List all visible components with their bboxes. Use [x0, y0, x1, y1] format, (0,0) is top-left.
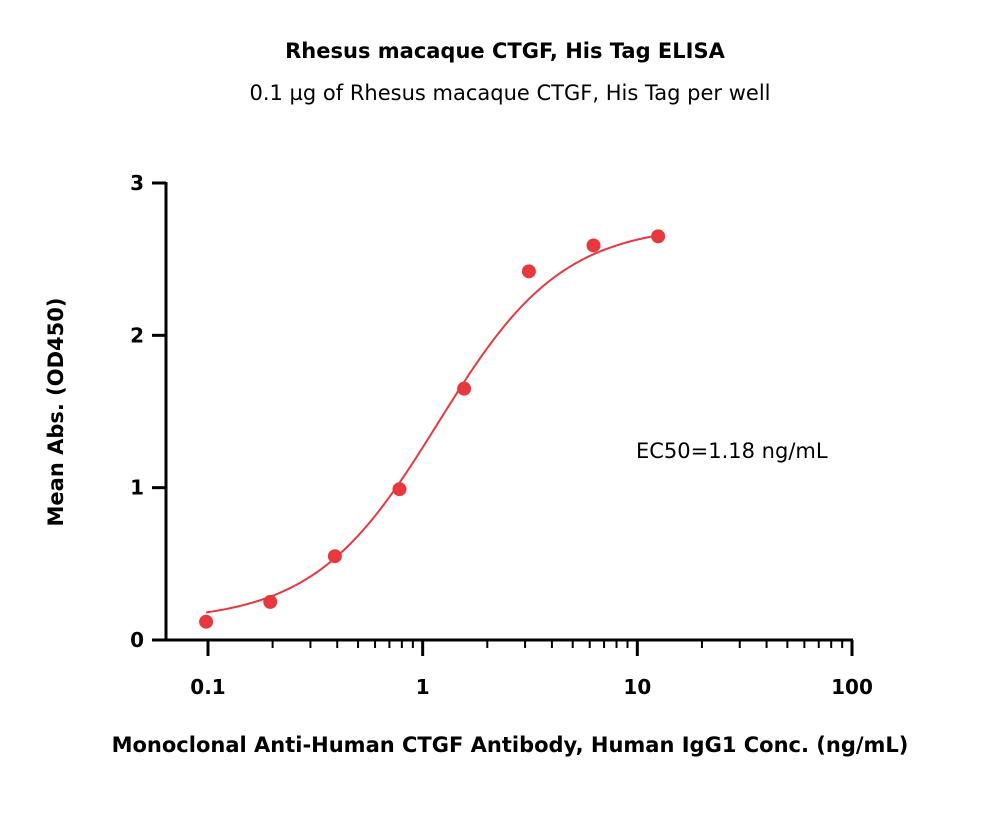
y-tick-label: 1 [130, 476, 144, 500]
x-tick-label: 100 [831, 675, 873, 699]
y-axis-label: Mean Abs. (OD450) [44, 298, 68, 527]
data-point [392, 482, 407, 497]
x-tick-label: 1 [416, 675, 430, 699]
fit-curve [205, 234, 659, 614]
y-axis-ticks: 0 1 2 3 [130, 171, 166, 652]
x-tick-label: 10 [623, 675, 651, 699]
y-tick-label: 0 [130, 628, 144, 652]
data-point [263, 594, 278, 609]
axes [164, 182, 853, 642]
y-tick-label: 3 [130, 171, 144, 195]
data-point [521, 264, 536, 279]
ec50-annotation: EC50=1.18 ng/mL [636, 439, 828, 463]
data-point [199, 614, 214, 629]
x-axis-ticks: 0.1 1 10 100 [190, 640, 873, 699]
data-point [457, 381, 472, 396]
chart-subtitle: 0.1 µg of Rhesus macaque CTGF, His Tag p… [249, 81, 770, 105]
chart-title: Rhesus macaque CTGF, His Tag ELISA [285, 39, 725, 63]
x-tick-label: 0.1 [190, 675, 225, 699]
data-points [199, 229, 666, 629]
data-point [327, 549, 342, 564]
data-point [586, 238, 601, 253]
y-tick-label: 2 [130, 323, 144, 347]
x-axis-label: Monoclonal Anti-Human CTGF Antibody, Hum… [112, 733, 909, 757]
data-point [651, 229, 666, 244]
